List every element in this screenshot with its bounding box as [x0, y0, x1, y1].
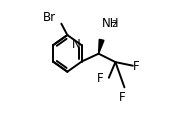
Polygon shape — [99, 39, 104, 54]
Text: NH: NH — [102, 16, 120, 30]
Text: N: N — [72, 38, 81, 51]
Text: F: F — [119, 91, 126, 104]
Text: 2: 2 — [111, 20, 116, 29]
Text: F: F — [133, 60, 140, 73]
Text: F: F — [97, 72, 104, 85]
Text: Br: Br — [43, 11, 56, 24]
